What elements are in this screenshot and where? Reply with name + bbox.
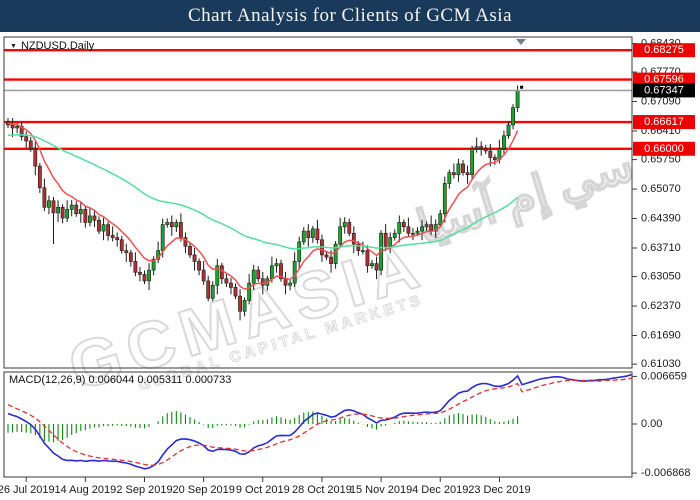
svg-text:0.68275: 0.68275 — [644, 44, 684, 56]
svg-text:0.66000: 0.66000 — [644, 143, 684, 155]
page-title: Chart Analysis for Clients of GCM Asia — [187, 5, 513, 26]
macd-main-line — [7, 373, 632, 470]
svg-text:0.00: 0.00 — [641, 418, 662, 430]
symbol-name: NZDUSD,Daily — [20, 40, 95, 52]
macd-axis: 0.006659 0.00 -0.006868 — [632, 370, 691, 479]
ma-slow-line — [7, 134, 519, 250]
price-axis[interactable]: 0.684300.677700.670900.664100.657500.650… — [632, 37, 681, 370]
svg-text:-0.006868: -0.006868 — [641, 467, 691, 479]
svg-text:0.62370: 0.62370 — [641, 300, 681, 312]
price-badges: 0.68275 0.67596 0.66617 0.66000 0.67347 — [633, 43, 695, 156]
chevron-down-icon: ▼ — [10, 42, 17, 50]
svg-text:0.65070: 0.65070 — [641, 183, 681, 195]
svg-text:0.63050: 0.63050 — [641, 271, 681, 283]
svg-text:0.61690: 0.61690 — [641, 330, 681, 342]
svg-text:28 Oct 2019: 28 Oct 2019 — [292, 484, 352, 496]
svg-text:9 Oct 2019: 9 Oct 2019 — [236, 484, 290, 496]
title-bar: Chart Analysis for Clients of GCM Asia — [0, 0, 700, 32]
support-resistance-lines[interactable] — [4, 48, 632, 150]
svg-text:14 Aug 2019: 14 Aug 2019 — [54, 484, 116, 496]
svg-text:20 Sep 2019: 20 Sep 2019 — [172, 484, 234, 496]
svg-text:15 Nov 2019: 15 Nov 2019 — [350, 484, 412, 496]
svg-text:4 Dec 2019: 4 Dec 2019 — [412, 484, 468, 496]
svg-text:0.63710: 0.63710 — [641, 242, 681, 254]
svg-text:0.66617: 0.66617 — [644, 116, 684, 128]
svg-text:0.006659: 0.006659 — [641, 370, 687, 382]
svg-text:26 Jul 2019: 26 Jul 2019 — [0, 484, 55, 496]
svg-text:0.67090: 0.67090 — [641, 96, 681, 108]
macd-indicator-label: MACD(12,26,9) 0.006044 0.005311 0.000733 — [9, 374, 232, 386]
svg-text:23 Dec 2019: 23 Dec 2019 — [468, 484, 530, 496]
symbol-selector[interactable]: ▼ NZDUSD,Daily — [10, 40, 94, 52]
svg-text:2 Sep 2019: 2 Sep 2019 — [116, 484, 172, 496]
svg-text:0.64390: 0.64390 — [641, 213, 681, 225]
svg-text:0.67596: 0.67596 — [644, 74, 684, 86]
ma-fast-line — [7, 122, 519, 290]
time-axis[interactable]: 26 Jul 2019 14 Aug 2019 2 Sep 2019 20 Sep 2… — [0, 477, 531, 496]
pane-borders — [3, 36, 633, 478]
shift-marker-icon — [516, 39, 526, 45]
svg-text:0.67347: 0.67347 — [644, 84, 684, 96]
current-price-line — [4, 85, 632, 92]
macd-signal-line — [7, 377, 632, 466]
svg-text:0.65750: 0.65750 — [641, 154, 681, 166]
svg-text:0.61030: 0.61030 — [641, 358, 681, 370]
candles — [6, 85, 520, 321]
macd-histogram — [7, 410, 519, 443]
